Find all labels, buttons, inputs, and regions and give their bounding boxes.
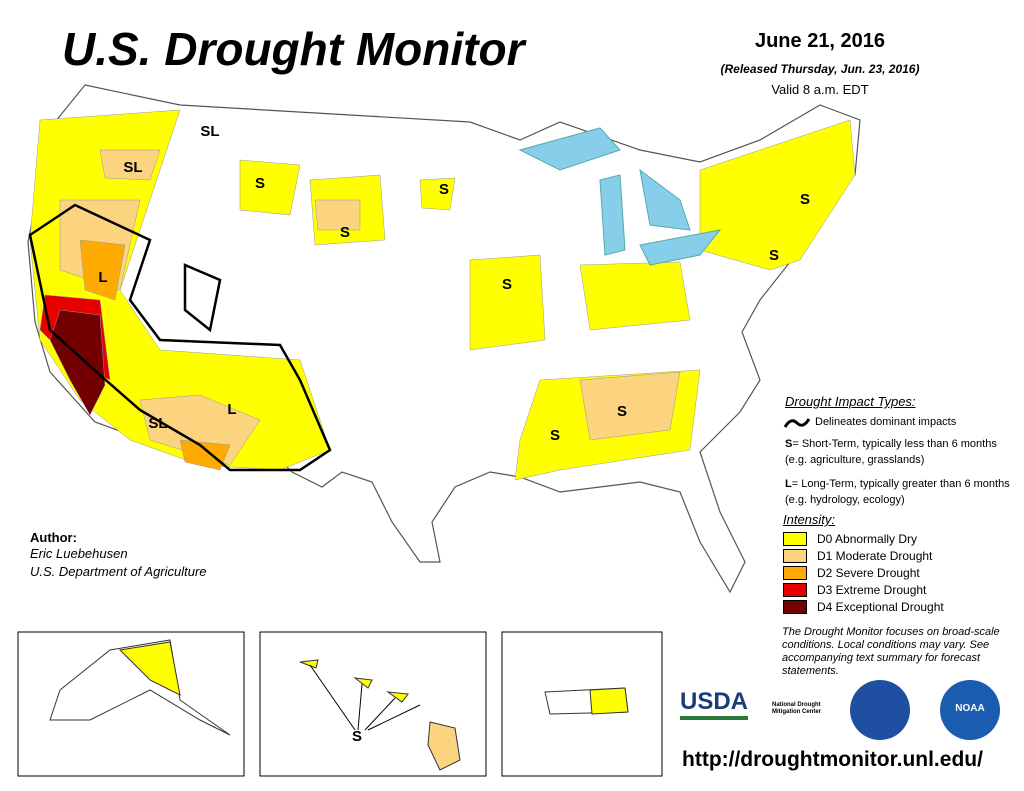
map-label: S [340,224,350,241]
intensity-swatch [783,582,807,597]
intensity-swatch [783,565,807,580]
intensity-label: D1 Moderate Drought [817,548,933,563]
drought-area [79,239,126,301]
map-label: S [769,247,779,264]
drought-area [99,149,161,181]
drought-area [179,439,231,471]
map-label: L [98,269,107,286]
impact-line-desc: Delineates dominant impacts [815,416,957,428]
map-label: S [502,276,512,293]
impact-short: S= Short-Term, typically less than 6 mon… [785,436,1015,468]
map-label: L [227,401,236,418]
map-label: SL [148,415,167,432]
impact-boundary [28,203,332,472]
drought-area [314,199,361,231]
long-key: L [785,478,792,490]
date: June 21, 2016 [754,30,886,52]
alaska-d0 [118,641,181,696]
drought-area [579,261,691,331]
intensity-title: Intensity: [783,512,836,527]
intensity-label: D4 Exceptional Drought [817,599,944,614]
intensity-swatch [783,599,807,614]
intensity-legend: D0 Abnormally Dry D1 Moderate Drought D2 S… [783,530,944,615]
intensity-label: D0 Abnormally Dry [817,531,918,546]
puerto-rico-d0 [589,687,629,715]
intensity-label: D2 Severe Drought [817,565,920,580]
note: The Drought Monitor focuses on broad-sca… [782,626,1000,677]
ndmc-logo: National Drought Mitigation Center [772,702,821,715]
drought-area [579,371,681,441]
intensity-item: D4 Exceptional Drought [783,598,944,615]
impact-title: Drought Impact Types: [785,394,916,409]
author-name: Eric Luebehusen [30,546,128,561]
map-label: SL [200,123,219,140]
intensity-item: D3 Extreme Drought [783,581,944,598]
impact-long: L= Long-Term, typically greater than 6 m… [785,476,1015,508]
map-label: S [255,175,265,192]
drought-area [469,254,546,351]
noaa-logo [940,680,1000,740]
map-label: SL [123,159,142,176]
impact-line-symbol [783,418,811,428]
noaa-text: NOAA [955,703,985,714]
intensity-swatch [783,531,807,546]
puerto-rico-inset [501,631,663,777]
usda-logo: USDA [680,688,749,720]
released: (Released Thursday, Jun. 23, 2016) [720,62,920,76]
great-lakes [518,127,722,266]
hawaii-inset [259,631,487,777]
doc-logo [850,680,910,740]
map-label: S [439,181,449,198]
drought-area [239,159,301,216]
short-key: S [785,438,793,450]
map-label: S [617,403,627,420]
map-label: S [800,191,810,208]
title: U.S. Drought Monitor [62,23,525,75]
drought-area [49,309,106,416]
intensity-item: D0 Abnormally Dry [783,530,944,547]
intensity-item: D1 Moderate Drought [783,547,944,564]
alaska [49,639,231,736]
valid: Valid 8 a.m. EDT [771,82,869,97]
short-text: = Short-Term, typically less than 6 mont… [785,438,997,466]
intensity-label: D3 Extreme Drought [817,582,927,597]
long-text: = Long-Term, typically greater than 6 mo… [785,478,1010,506]
author-label: Author: [30,530,77,545]
map-label: S [550,427,560,444]
intensity-item: D2 Severe Drought [783,564,944,581]
alaska-inset [17,631,245,777]
hawaii-big-island [427,721,461,771]
url: http://droughtmonitor.unl.edu/ [682,748,983,771]
hawaii-lines [309,664,421,731]
hawaii-islands [299,659,409,703]
intensity-swatch [783,548,807,563]
map-label: S [352,728,362,745]
drought-area [419,177,456,211]
drought-area [139,394,261,466]
author-org: U.S. Department of Agriculture [30,564,207,579]
